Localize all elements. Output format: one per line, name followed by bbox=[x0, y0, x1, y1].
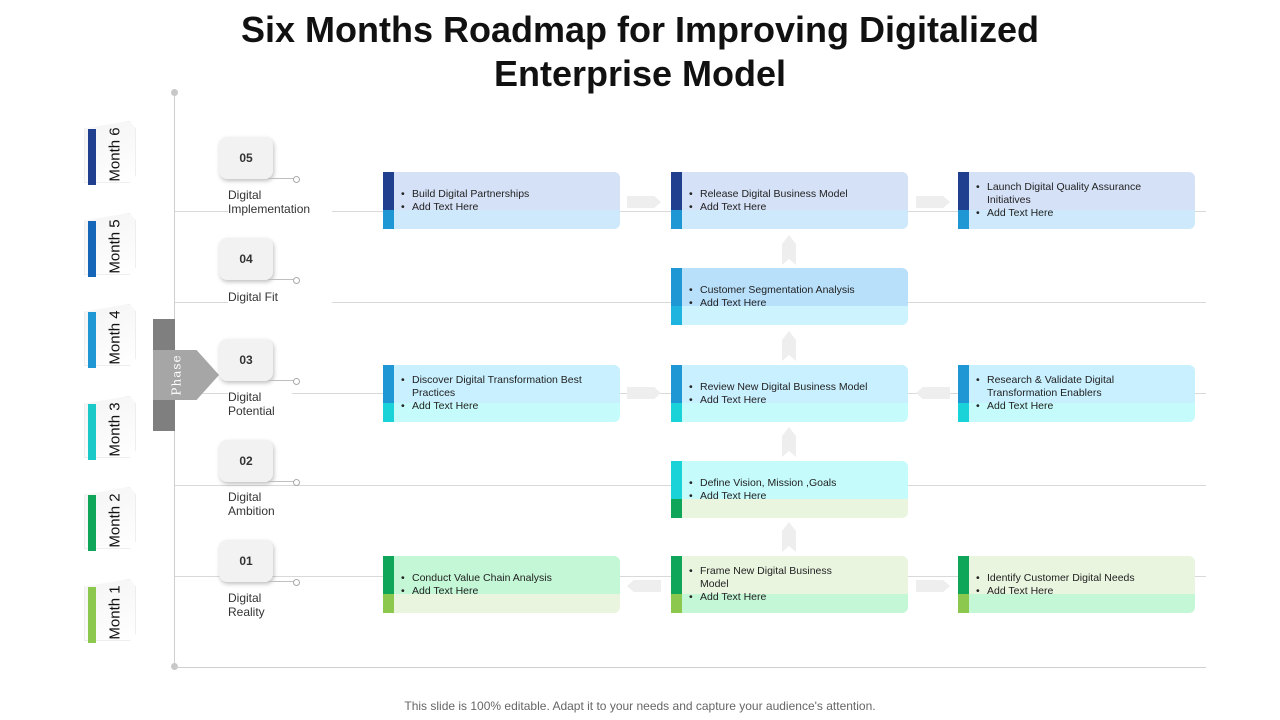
card-define-vision: Define Vision, Mission ,GoalsAdd Text He… bbox=[671, 461, 908, 518]
card-conduct-value-chain: Conduct Value Chain AnalysisAdd Text Her… bbox=[383, 556, 620, 613]
card-item: Define Vision, Mission ,Goals bbox=[689, 477, 894, 490]
step-box-04: 04 bbox=[219, 238, 273, 280]
card-customer-segmentation: Customer Segmentation AnalysisAdd Text H… bbox=[671, 268, 908, 325]
card-item: Frame New Digital Business Model bbox=[689, 565, 846, 591]
card-frame-business-model: Frame New Digital Business ModelAdd Text… bbox=[671, 556, 908, 613]
step-label-digital-potential: Digital Potential bbox=[228, 390, 292, 418]
month-tab-6: Month 6 bbox=[84, 121, 140, 187]
month-label: Month 2 bbox=[106, 492, 124, 548]
card-item: Add Text Here bbox=[689, 297, 894, 310]
right-arrow-icon bbox=[627, 387, 661, 399]
card-item: Research & Validate Digital Transformati… bbox=[976, 374, 1135, 400]
card-research-validate-enablers: Research & Validate Digital Transformati… bbox=[958, 365, 1195, 422]
month-tab-1: Month 1 bbox=[84, 579, 140, 645]
card-item: Build Digital Partnerships bbox=[401, 188, 606, 201]
month-color-bar bbox=[88, 495, 96, 551]
step-box-01: 01 bbox=[219, 540, 273, 582]
step-box-05: 05 bbox=[219, 137, 273, 179]
card-item: Release Digital Business Model bbox=[689, 188, 848, 201]
up-arrow-icon bbox=[782, 522, 796, 552]
step-node bbox=[293, 176, 300, 183]
up-arrow-icon bbox=[782, 427, 796, 457]
card-item: Add Text Here bbox=[976, 585, 1181, 598]
card-discover-best-practices: Discover Digital Transformation Best Pra… bbox=[383, 365, 620, 422]
card-item: Discover Digital Transformation Best Pra… bbox=[401, 374, 598, 400]
right-arrow-icon bbox=[916, 580, 950, 592]
card-item: Add Text Here bbox=[401, 201, 606, 214]
month-label: Month 4 bbox=[106, 309, 124, 365]
step-label-digital-reality: Digital Reality bbox=[228, 591, 282, 619]
card-launch-digital-qa: Launch Digital Quality Assurance Initiat… bbox=[958, 172, 1195, 229]
month-tab-5: Month 5 bbox=[84, 213, 140, 279]
step-node bbox=[293, 277, 300, 284]
card-item: Add Text Here bbox=[976, 400, 1135, 413]
month-label: Month 5 bbox=[106, 218, 124, 274]
card-build-digital-partnerships: Build Digital PartnershipsAdd Text Here bbox=[383, 172, 620, 229]
card-item: Launch Digital Quality Assurance Initiat… bbox=[976, 181, 1167, 207]
up-arrow-icon bbox=[782, 331, 796, 361]
month-color-bar bbox=[88, 221, 96, 277]
month-tab-2: Month 2 bbox=[84, 487, 140, 553]
card-item: Add Text Here bbox=[689, 394, 894, 407]
left-arrow-icon bbox=[627, 580, 661, 592]
month-color-bar bbox=[88, 587, 96, 643]
step-label-digital-ambition: Digital Ambition bbox=[228, 490, 292, 518]
step-node bbox=[293, 479, 300, 486]
month-tab-4: Month 4 bbox=[84, 304, 140, 370]
card-item: Conduct Value Chain Analysis bbox=[401, 572, 606, 585]
month-color-bar bbox=[88, 312, 96, 368]
right-arrow-icon bbox=[627, 196, 661, 208]
step-box-03: 03 bbox=[219, 339, 273, 381]
card-item: Add Text Here bbox=[689, 591, 846, 604]
card-item: Add Text Here bbox=[976, 207, 1167, 220]
card-item: Add Text Here bbox=[689, 201, 848, 214]
card-item: Review New Digital Business Model bbox=[689, 381, 894, 394]
axis-top-dot bbox=[171, 89, 178, 96]
month-tab-3: Month 3 bbox=[84, 396, 140, 462]
card-release-digital-business-model: Release Digital Business ModelAdd Text H… bbox=[671, 172, 908, 229]
step-label-digital-implementation: Digital Implementation bbox=[228, 188, 332, 216]
footer-note: This slide is 100% editable. Adapt it to… bbox=[404, 699, 876, 713]
page-title: Six Months Roadmap for Improving Digital… bbox=[0, 8, 1280, 96]
grid-line-base bbox=[175, 667, 1206, 668]
card-item: Add Text Here bbox=[401, 585, 606, 598]
step-box-02: 02 bbox=[219, 440, 273, 482]
step-node bbox=[293, 378, 300, 385]
month-label: Month 3 bbox=[106, 401, 124, 457]
right-arrow-icon bbox=[916, 196, 950, 208]
card-review-business-model: Review New Digital Business ModelAdd Tex… bbox=[671, 365, 908, 422]
card-identify-customer-needs: Identify Customer Digital NeedsAdd Text … bbox=[958, 556, 1195, 613]
up-arrow-icon bbox=[782, 235, 796, 265]
month-label: Month 1 bbox=[106, 584, 124, 640]
step-label-digital-fit: Digital Fit bbox=[228, 290, 332, 304]
card-item: Add Text Here bbox=[401, 400, 598, 413]
axis-bottom-dot bbox=[171, 663, 178, 670]
card-item: Add Text Here bbox=[689, 490, 894, 503]
phase-label: Phase bbox=[170, 354, 184, 396]
card-item: Identify Customer Digital Needs bbox=[976, 572, 1181, 585]
month-color-bar bbox=[88, 404, 96, 460]
month-label: Month 6 bbox=[106, 126, 124, 182]
month-color-bar bbox=[88, 129, 96, 185]
title-line-1: Six Months Roadmap for Improving Digital… bbox=[240, 9, 1040, 50]
step-node bbox=[293, 579, 300, 586]
left-arrow-icon bbox=[916, 387, 950, 399]
title-line-2: Enterprise Model bbox=[493, 53, 787, 94]
card-item: Customer Segmentation Analysis bbox=[689, 284, 894, 297]
